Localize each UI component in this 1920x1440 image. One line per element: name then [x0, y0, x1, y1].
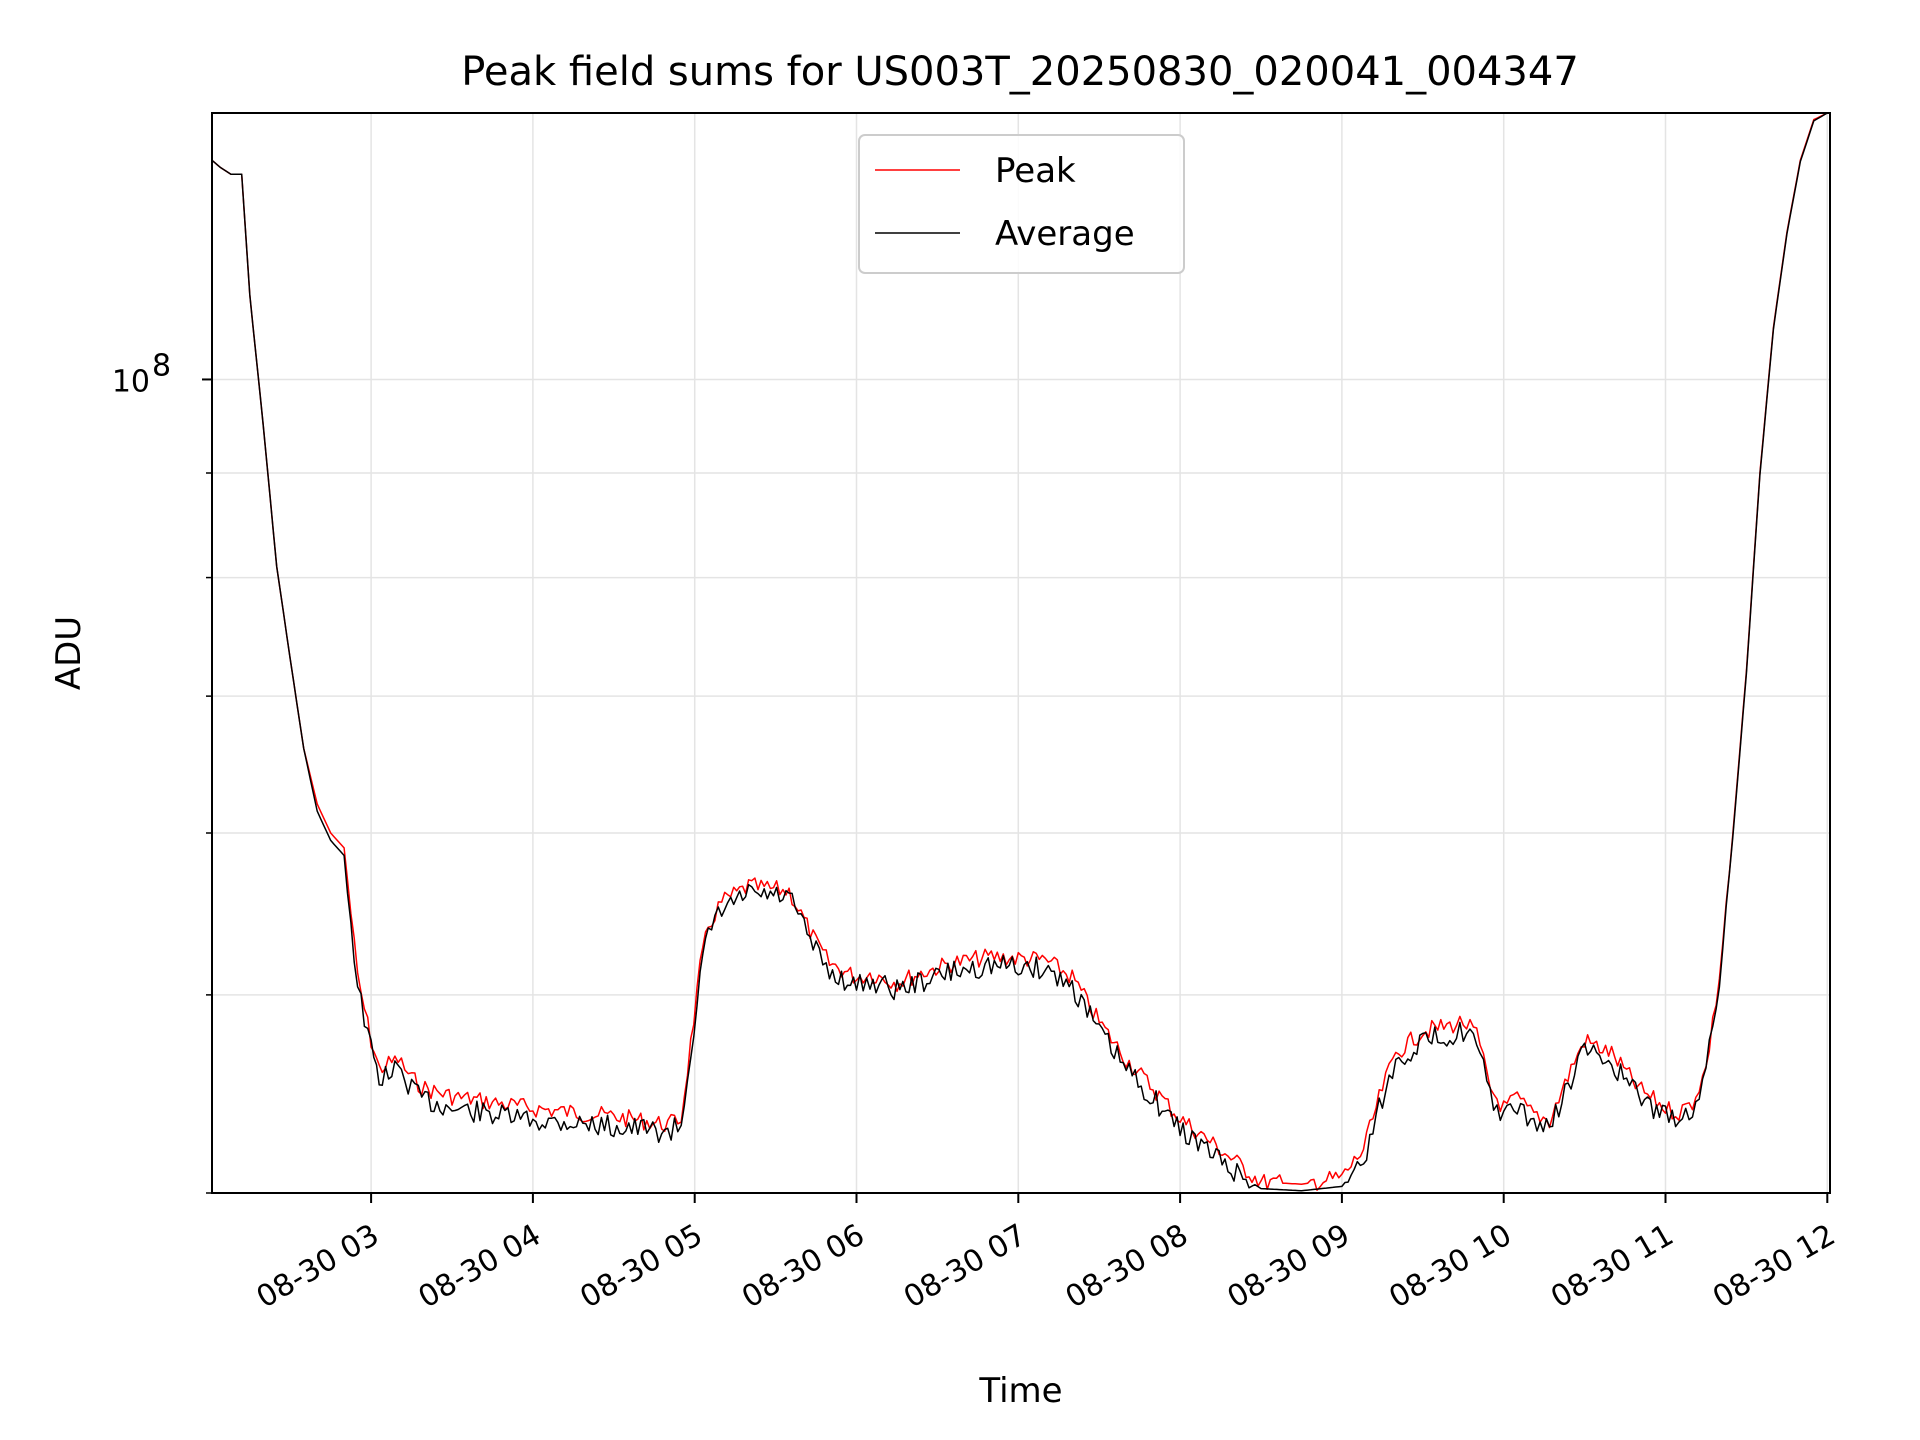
y-axis: 10 8 [112, 348, 212, 1194]
legend-label-peak: Peak [995, 151, 1076, 191]
plot-frame [211, 112, 1831, 1194]
y-tick-label: 10 [112, 364, 150, 399]
series-layer [211, 112, 1828, 1192]
x-axis-label: Time [978, 1371, 1062, 1411]
legend-label-average: Average [995, 214, 1135, 254]
series-line-average [211, 112, 1828, 1192]
y-tick-base: 10 [112, 364, 150, 399]
y-axis-label: ADU [49, 616, 89, 690]
legend: Peak Average [858, 134, 1185, 274]
chart-title: Peak field sums for US003T_20250830_0200… [461, 49, 1579, 95]
y-tick-exponent: 8 [152, 348, 171, 383]
